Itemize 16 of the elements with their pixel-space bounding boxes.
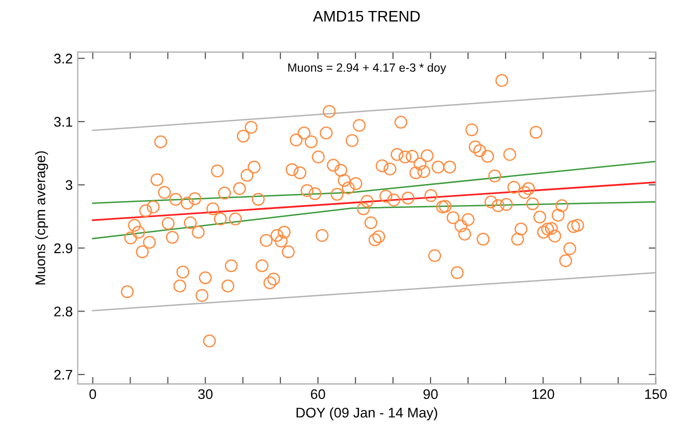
annotation: Muons = 2.94 + 4.17 e-3 * doy [288,63,446,74]
x-tick-label: 90 [423,389,438,400]
y-tick-label: 3.2 [54,54,72,64]
y-tick-label: 3 [66,180,72,190]
x-tick-label: 60 [310,389,326,400]
y-tick-label: 3.1 [54,116,72,127]
y-tick-label: 2.9 [54,243,72,254]
chart-title: AMD15 TREND [312,10,420,22]
x-tick-label: 120 [532,389,554,400]
x-axis-title: DOY (09 Jan - 14 May) [296,407,438,420]
y-axis-title: Muons (cpm average) [35,151,48,284]
x-tick-label: 30 [198,389,213,400]
x-tick-label: 0 [89,389,96,400]
x-tick-label: 150 [645,389,667,400]
y-tick-label: 2.7 [54,370,72,380]
y-tick-label: 2.8 [54,306,72,316]
